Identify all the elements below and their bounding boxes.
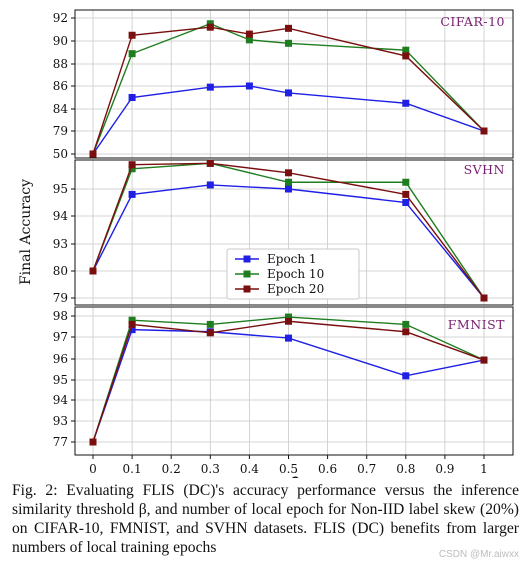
data-point	[285, 169, 292, 177]
legend-label: Epoch 1	[267, 252, 317, 266]
x-tick-label: 0.3	[201, 462, 220, 476]
data-point	[128, 165, 136, 173]
y-tick-label: 88	[53, 57, 68, 71]
data-point	[285, 24, 292, 32]
data-point	[206, 329, 214, 337]
watermark: CSDN @Mr.aiwxx	[438, 549, 519, 560]
data-point	[128, 316, 136, 324]
x-tick-label: 0.5	[279, 462, 298, 476]
legend-box	[226, 248, 360, 300]
data-point	[285, 317, 292, 325]
x-tick-label: 0.4	[240, 462, 259, 476]
data-point	[285, 178, 292, 186]
legend-label: Epoch 10	[267, 267, 324, 281]
y-tick-label: 95	[53, 373, 68, 387]
x-tick-label: 0.1	[123, 462, 142, 476]
y-tick-label: 97	[53, 330, 68, 344]
data-point	[206, 159, 214, 167]
data-point	[402, 320, 410, 328]
data-point	[128, 94, 136, 101]
x-tick-label: 1	[480, 462, 488, 476]
legend-label: Epoch 20	[267, 282, 324, 296]
data-point	[206, 23, 214, 31]
y-tick-label: 94	[53, 393, 69, 407]
y-tick-label: 93	[53, 237, 68, 251]
y-tick-label: 95	[53, 182, 68, 196]
data-point	[89, 267, 97, 275]
data-point	[402, 99, 410, 107]
x-axis-label: β	[288, 474, 300, 478]
data-point	[402, 46, 410, 54]
data-point	[206, 83, 214, 91]
data-point	[128, 326, 136, 334]
data-point	[285, 89, 292, 97]
data-point	[89, 150, 97, 158]
data-point	[285, 185, 292, 193]
series-line	[92, 316, 485, 443]
y-tick-label: 93	[53, 414, 68, 428]
x-tick-label: 0.6	[318, 462, 337, 476]
y-tick-label: 79	[53, 124, 68, 138]
panel-title: SVHN	[464, 162, 505, 177]
series-line	[92, 328, 485, 443]
y-axis-label: Final Accuracy	[18, 179, 34, 285]
data-point	[480, 356, 488, 364]
data-point	[402, 372, 410, 380]
legend-marker	[243, 255, 251, 263]
y-tick-label: 77	[53, 435, 68, 449]
data-point	[206, 181, 214, 189]
data-point	[206, 320, 214, 328]
y-tick-label: 50	[53, 147, 68, 161]
y-tick-label: 94	[53, 209, 69, 223]
data-point	[285, 334, 292, 342]
x-tick-label: 0.7	[357, 462, 376, 476]
data-point	[128, 190, 136, 198]
series-line	[92, 184, 485, 299]
series-line	[92, 162, 485, 299]
panel-title: FMNIST	[448, 317, 505, 332]
data-point	[285, 39, 292, 47]
x-tick-label: 0	[89, 462, 97, 476]
y-tick-label: 92	[53, 11, 68, 25]
data-point	[128, 320, 136, 328]
data-point	[245, 36, 253, 44]
legend-marker	[243, 270, 251, 278]
y-tick-label: 98	[53, 309, 68, 323]
data-point	[285, 313, 292, 321]
legend-marker	[243, 285, 251, 293]
data-point	[480, 127, 488, 135]
data-point	[402, 190, 410, 198]
y-tick-label: 80	[53, 264, 68, 278]
x-tick-label: 0.8	[396, 462, 415, 476]
data-point	[402, 199, 410, 206]
y-tick-label: 79	[53, 291, 68, 305]
figure-caption: Fig. 2: Evaluating FLIS (DC)'s accuracy …	[12, 482, 519, 556]
data-point	[245, 30, 253, 38]
data-point	[480, 294, 488, 302]
y-tick-label: 86	[53, 79, 68, 93]
panel-frame	[74, 306, 514, 456]
data-point	[402, 178, 410, 186]
data-point	[128, 50, 136, 58]
x-tick-label: 0.2	[162, 462, 181, 476]
data-point	[402, 328, 410, 336]
data-point	[128, 31, 136, 39]
panel-frame	[74, 9, 514, 159]
data-point	[245, 82, 253, 90]
data-point	[89, 438, 97, 446]
accuracy-chart: 50 79 84 86 88 90 92 CIFAR-10 79 80 93 94 95 SVHN 77 93…	[18, 9, 514, 478]
y-tick-label: 84	[53, 102, 69, 116]
y-tick-label: 96	[53, 352, 68, 366]
panel-frame	[74, 159, 514, 306]
data-point	[128, 161, 136, 169]
panel-title: CIFAR-10	[440, 14, 505, 29]
data-point	[402, 52, 410, 60]
series-line	[92, 320, 485, 443]
x-tick-label: 0.9	[435, 462, 454, 476]
y-tick-label: 90	[53, 34, 68, 48]
series-line	[92, 162, 485, 299]
